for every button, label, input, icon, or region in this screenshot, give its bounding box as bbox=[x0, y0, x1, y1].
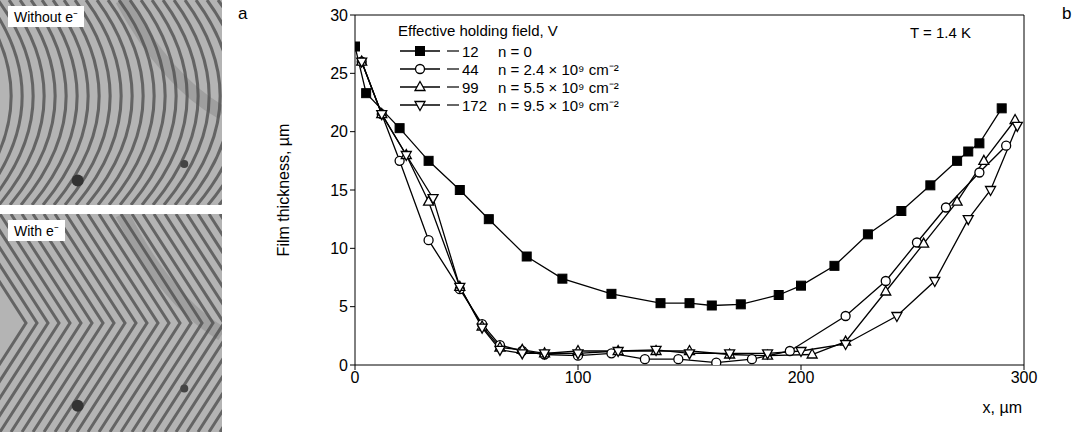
svg-text:Film thickness, µm: Film thickness, µm bbox=[275, 124, 292, 257]
html-text:n = 0: n = 0 bbox=[498, 42, 532, 60]
html-text:T = 1.4 K: T = 1.4 K bbox=[910, 24, 971, 41]
html-text:99: 99 bbox=[462, 78, 479, 96]
svg-text:10: 10 bbox=[330, 240, 348, 257]
svg-text:0: 0 bbox=[339, 357, 348, 374]
html-text:n = 2.4 × 10⁹ cm⁻²: n = 2.4 × 10⁹ cm⁻² bbox=[498, 61, 619, 78]
html-text:n = 5.5 × 10⁹ cm⁻²: n = 5.5 × 10⁹ cm⁻² bbox=[498, 79, 619, 96]
svg-text:100: 100 bbox=[565, 369, 592, 386]
svg-text:25: 25 bbox=[330, 65, 348, 82]
html-text:172: 172 bbox=[462, 96, 487, 114]
svg-text:30: 30 bbox=[330, 7, 348, 24]
svg-text:x, µm: x, µm bbox=[983, 399, 1022, 416]
svg-text:0: 0 bbox=[351, 369, 360, 386]
html-text:44: 44 bbox=[462, 60, 479, 78]
html-text:With e⁻: With e⁻ bbox=[14, 223, 59, 239]
html-text:a: a bbox=[238, 4, 248, 23]
svg-text:200: 200 bbox=[788, 369, 815, 386]
html-text:n = 9.5 × 10⁹ cm⁻²: n = 9.5 × 10⁹ cm⁻² bbox=[498, 97, 619, 114]
svg-text:20: 20 bbox=[330, 123, 348, 140]
html-text:Effective holding field, V: Effective holding field, V bbox=[398, 22, 558, 39]
html-text:Without e⁻: Without e⁻ bbox=[14, 9, 79, 25]
html-text:b: b bbox=[1062, 4, 1072, 23]
svg-text:300: 300 bbox=[1011, 369, 1038, 386]
svg-text:15: 15 bbox=[330, 182, 348, 199]
html-text:12: 12 bbox=[462, 42, 479, 60]
svg-text:5: 5 bbox=[339, 298, 348, 315]
